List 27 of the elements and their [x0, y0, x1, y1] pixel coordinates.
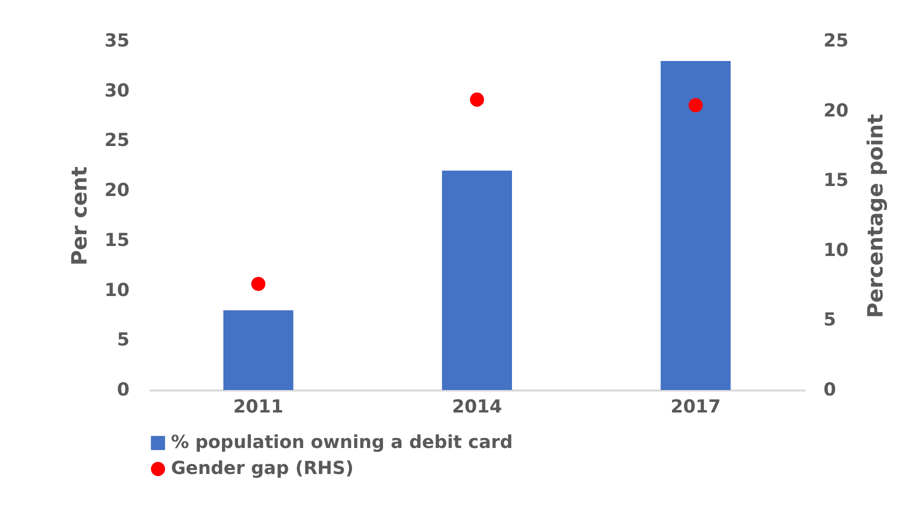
y2-axis-title: Percentage point — [864, 114, 888, 318]
y-tick-label: 30 — [104, 80, 130, 102]
x-tick-label: 2014 — [452, 396, 502, 418]
bar — [223, 310, 294, 390]
y2-tick-label: 25 — [824, 30, 849, 52]
y-tick-label: 25 — [104, 130, 130, 152]
y2-tick-label: 0 — [824, 380, 836, 400]
y2-tick-label: 15 — [824, 170, 849, 192]
y-tick-label: 10 — [104, 280, 130, 301]
legend-label: % population owning a debit card — [171, 432, 513, 453]
y-axis-title: Per cent — [67, 166, 92, 266]
y-tick-label: 35 — [104, 30, 130, 52]
legend-label: Gender gap (RHS) — [171, 458, 354, 479]
bar — [660, 60, 731, 390]
point — [251, 276, 266, 291]
y2-tick-label: 20 — [824, 100, 849, 122]
y2-tick-label: 10 — [824, 240, 849, 261]
x-tick-label: 2017 — [670, 396, 721, 418]
y-tick-label: 5 — [116, 330, 130, 351]
x-tick-label: 2011 — [233, 396, 284, 418]
bar — [442, 170, 512, 390]
y-tick-label: 15 — [104, 230, 130, 251]
point — [470, 92, 484, 107]
point — [688, 98, 703, 112]
y-tick-label: 0 — [116, 380, 130, 400]
y-tick-label: 20 — [104, 180, 130, 202]
y2-tick-label: 5 — [824, 310, 836, 331]
